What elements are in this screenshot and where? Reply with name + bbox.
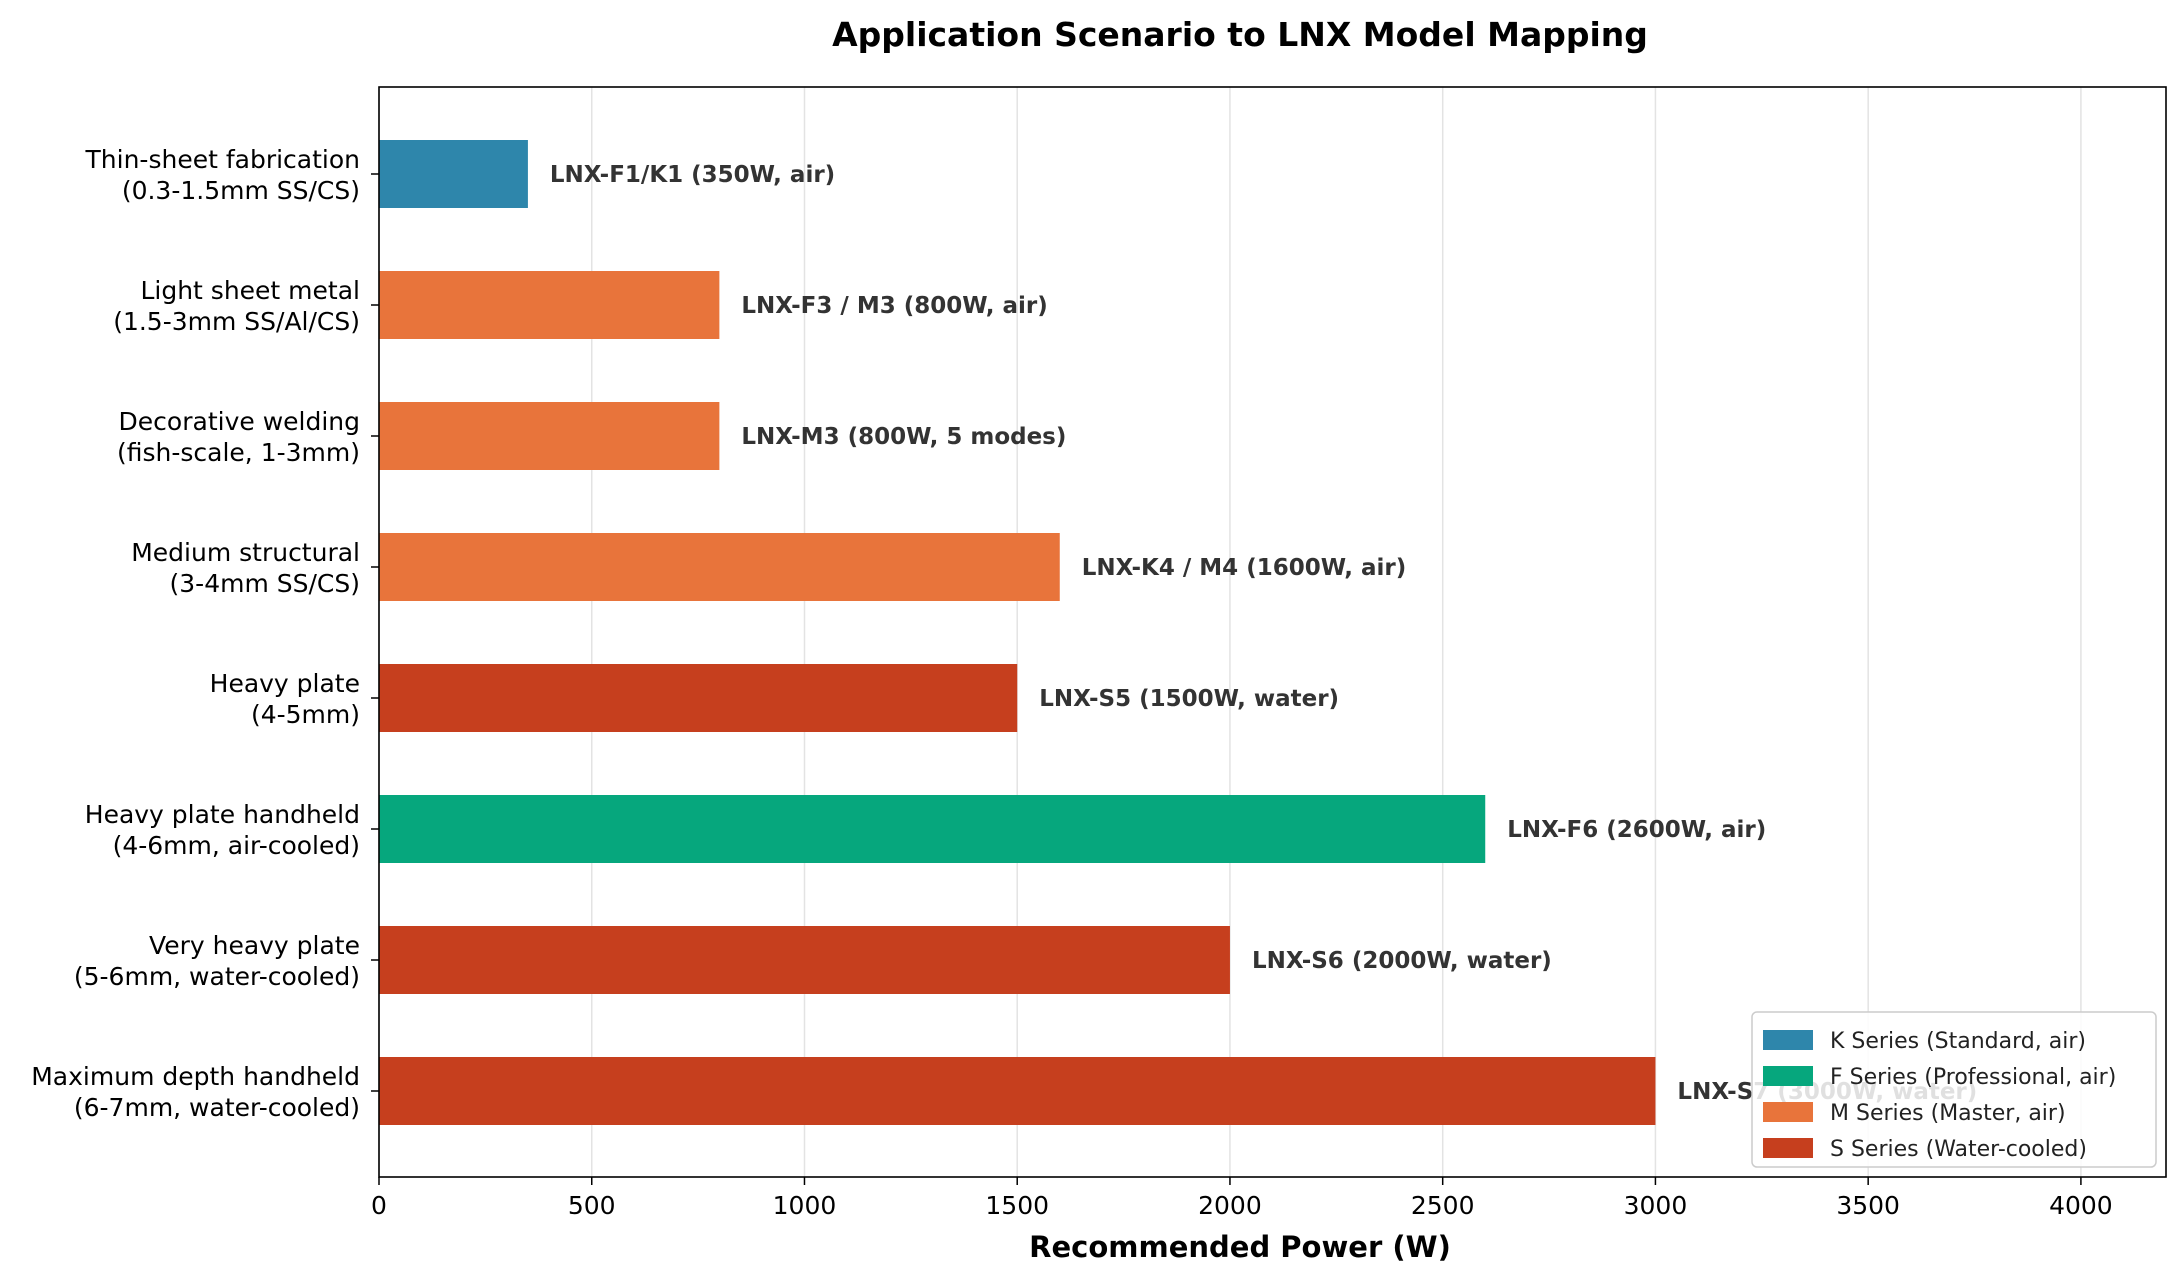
x-tick-label: 500 [568,1191,616,1220]
bar-value-label: LNX-F6 (2600W, air) [1507,817,1766,843]
bar-6 [379,795,1486,863]
legend-swatch [1763,1030,1813,1050]
y-tick-label: Maximum depth handheld [31,1062,360,1091]
bar-3 [379,402,720,470]
legend-frame [1751,1011,2157,1168]
x-tick-label: 0 [371,1191,387,1220]
bar-value-label: LNX-K4 / M4 (1600W, air) [1082,555,1406,581]
x-tick-label: 3000 [1624,1191,1688,1220]
legend-entry: F Series (Professional, air) [1830,1065,2116,1090]
y-tick-label: Thin-sheet fabrication [85,145,360,174]
y-tick-label: Light sheet metal [140,276,360,305]
y-tick-label: Medium structural [131,538,360,567]
bar-8 [379,1057,1656,1125]
x-tick-label: 2500 [1411,1191,1475,1220]
legend-entry: S Series (Water-cooled) [1830,1137,2087,1162]
bar-value-label: LNX-S5 (1500W, water) [1039,686,1339,712]
legend-swatch [1763,1066,1813,1086]
x-tick-label: 4000 [2049,1191,2113,1220]
bar-value-label: LNX-F3 / M3 (800W, air) [741,293,1047,319]
bar-1 [379,140,528,208]
legend: K Series (Standard, air) F Series (Profes… [1751,1011,2157,1168]
y-tick-label: (1.5-3mm SS/Al/CS) [113,307,360,336]
bar-value-label: LNX-S6 (2000W, water) [1252,948,1552,974]
bar-value-label: LNX-F1/K1 (350W, air) [550,162,835,188]
y-tick-label: (3-4mm SS/CS) [170,569,360,598]
legend-swatch [1763,1102,1813,1122]
x-tick-label: 2000 [1198,1191,1262,1220]
y-tick-label: Heavy plate [210,669,360,698]
bar-2 [379,271,720,339]
grid [378,87,2082,1177]
y-tick-label: Decorative welding [119,407,360,436]
x-tick-label: 3500 [1836,1191,1900,1220]
y-tick-label: (0.3-1.5mm SS/CS) [122,176,360,205]
bar-value-label: LNX-M3 (800W, 5 modes) [741,424,1066,450]
y-tick-label: Heavy plate handheld [85,800,360,829]
y-tick-label: (4-6mm, air-cooled) [113,831,360,860]
y-tick-label: (fish-scale, 1-3mm) [117,438,360,467]
x-tick-label: 1500 [985,1191,1049,1220]
y-tick-label: (5-6mm, water-cooled) [74,962,360,991]
bar-4 [379,533,1060,601]
x-tick-label: 1000 [773,1191,837,1220]
plot-frame [378,86,2167,1178]
legend-swatch [1763,1138,1813,1158]
x-axis-label: Recommended Power (W) [1029,1230,1451,1264]
bar-5 [379,664,1018,732]
y-tick-label: Very heavy plate [149,931,360,960]
bars [379,140,1656,1125]
bar-7 [379,926,1230,994]
y-tick-label: (4-5mm) [251,700,360,729]
legend-entry: K Series (Standard, air) [1830,1029,2086,1054]
legend-entry: M Series (Master, air) [1830,1101,2066,1126]
y-tick-label: (6-7mm, water-cooled) [74,1093,360,1122]
y-axis: Thin-sheet fabrication(0.3-1.5mm SS/CS) L… [31,145,379,1122]
x-axis: 0 500 1000 1500 2000 2500 3000 3500 4000 [371,1177,2113,1220]
chart-title: Application Scenario to LNX Model Mappin… [832,15,1648,54]
